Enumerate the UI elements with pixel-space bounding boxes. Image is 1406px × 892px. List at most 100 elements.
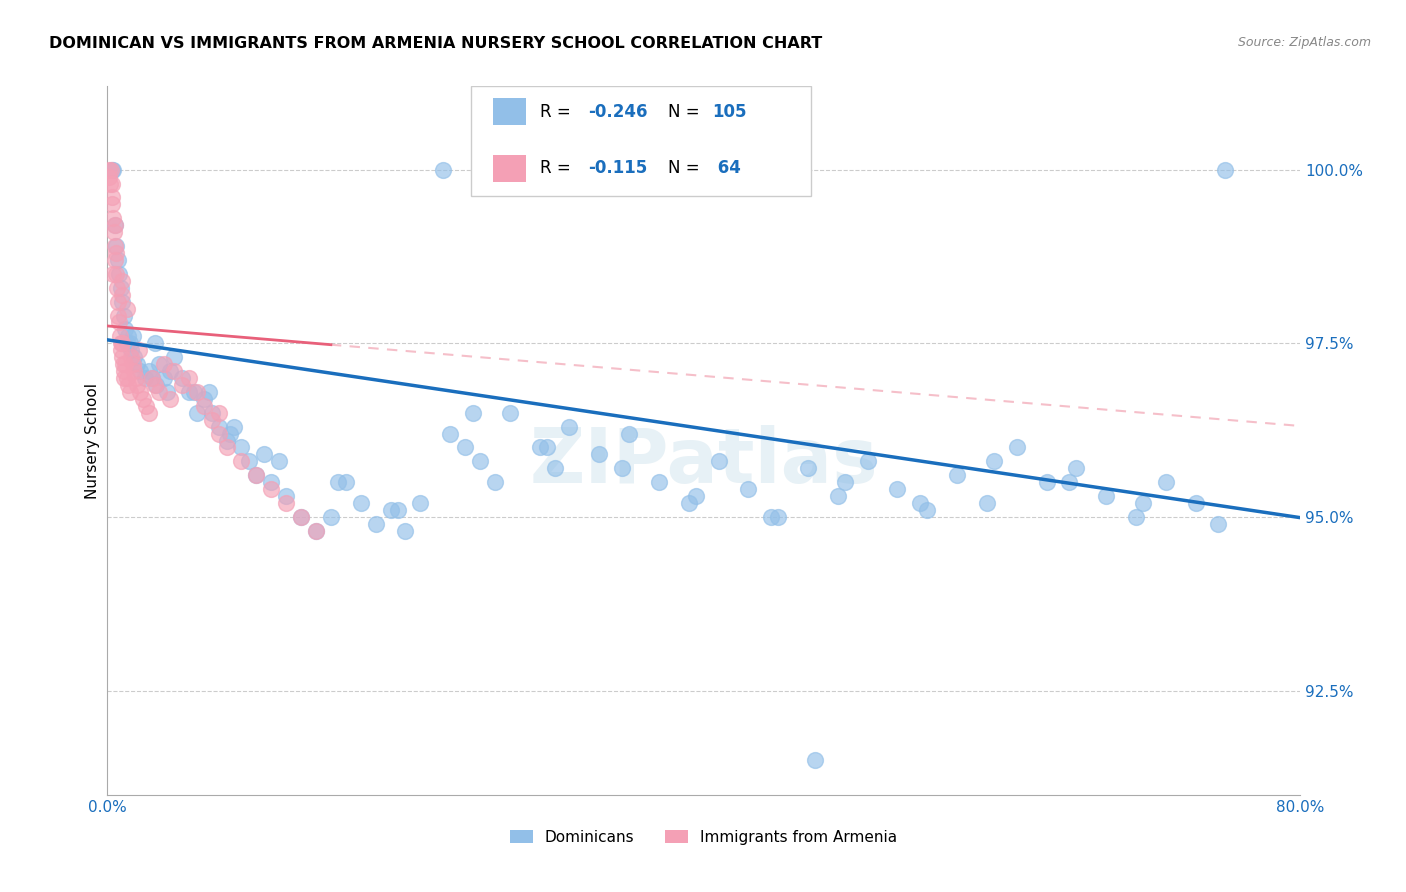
Text: R =: R = (540, 159, 582, 177)
Point (276, 496, 298, 510)
Point (409, 496, 432, 510)
Point (432, 162, 454, 177)
Point (170, 378, 193, 392)
Point (1132, 496, 1154, 510)
Point (461, 406, 484, 420)
Point (121, 357, 143, 371)
Point (170, 371, 193, 385)
Point (115, 371, 138, 385)
Point (231, 454, 253, 468)
Point (886, 482, 908, 496)
Point (134, 371, 156, 385)
Point (108, 267, 131, 281)
Point (193, 392, 215, 406)
Point (827, 489, 849, 503)
Text: 105: 105 (711, 103, 747, 120)
Point (100, 190, 122, 204)
Point (111, 357, 134, 371)
Point (260, 482, 283, 496)
Point (193, 399, 215, 413)
Point (678, 496, 700, 510)
Point (364, 516, 387, 531)
Point (707, 454, 730, 468)
Point (305, 524, 328, 538)
Point (529, 441, 551, 455)
Point (305, 524, 328, 538)
Point (120, 343, 142, 358)
Text: DOMINICAN VS IMMIGRANTS FROM ARMENIA NURSERY SCHOOL CORRELATION CHART: DOMINICAN VS IMMIGRANTS FROM ARMENIA NUR… (49, 36, 823, 51)
Point (267, 454, 290, 468)
Bar (492, 155, 526, 182)
Point (103, 162, 125, 177)
Point (105, 281, 128, 295)
Point (117, 378, 139, 392)
Point (245, 468, 267, 483)
Point (100, 162, 122, 177)
Point (610, 461, 633, 475)
Text: N =: N = (668, 159, 699, 177)
Point (97, 162, 120, 177)
Point (143, 336, 166, 351)
Point (215, 441, 238, 455)
Point (115, 301, 138, 316)
Point (145, 378, 167, 392)
Point (946, 468, 969, 483)
Point (153, 357, 176, 371)
Point (183, 384, 205, 399)
Point (290, 510, 312, 524)
Point (122, 364, 145, 378)
Point (163, 350, 186, 364)
Point (103, 267, 125, 281)
Point (125, 378, 148, 392)
Point (759, 510, 782, 524)
Point (976, 496, 998, 510)
Point (1005, 441, 1028, 455)
Point (1066, 461, 1088, 475)
Point (1215, 162, 1237, 177)
Point (685, 489, 707, 503)
Point (98, 169, 121, 184)
Point (111, 287, 134, 301)
Point (114, 322, 136, 336)
Point (101, 197, 124, 211)
Point (112, 364, 135, 378)
Point (122, 350, 145, 364)
Point (179, 384, 201, 399)
Point (983, 454, 1005, 468)
Point (129, 384, 152, 399)
Point (1035, 475, 1057, 490)
Point (513, 162, 536, 177)
Point (124, 371, 146, 385)
Point (114, 357, 136, 371)
Point (1125, 510, 1147, 524)
Point (238, 454, 260, 468)
Y-axis label: Nursery School: Nursery School (86, 383, 100, 499)
Point (103, 225, 125, 239)
Point (100, 162, 122, 177)
Point (138, 406, 160, 420)
Point (394, 524, 416, 538)
Point (484, 475, 506, 490)
Point (110, 336, 132, 351)
Point (110, 281, 132, 295)
Point (159, 392, 181, 406)
Point (231, 441, 253, 455)
Text: 64: 64 (711, 159, 741, 177)
Text: ZIPatlas: ZIPatlas (529, 425, 877, 499)
Point (105, 267, 128, 281)
Point (290, 510, 312, 524)
Point (111, 294, 134, 309)
Point (141, 371, 163, 385)
Point (1154, 475, 1177, 490)
Point (260, 475, 283, 490)
Point (107, 294, 129, 309)
Text: R =: R = (540, 103, 576, 120)
Legend: Dominicans, Immigrants from Armenia: Dominicans, Immigrants from Armenia (503, 823, 904, 851)
Point (917, 503, 939, 517)
Point (617, 426, 640, 441)
Point (153, 371, 176, 385)
Point (245, 468, 267, 483)
Point (104, 239, 127, 253)
Point (276, 489, 298, 503)
Point (128, 343, 150, 358)
